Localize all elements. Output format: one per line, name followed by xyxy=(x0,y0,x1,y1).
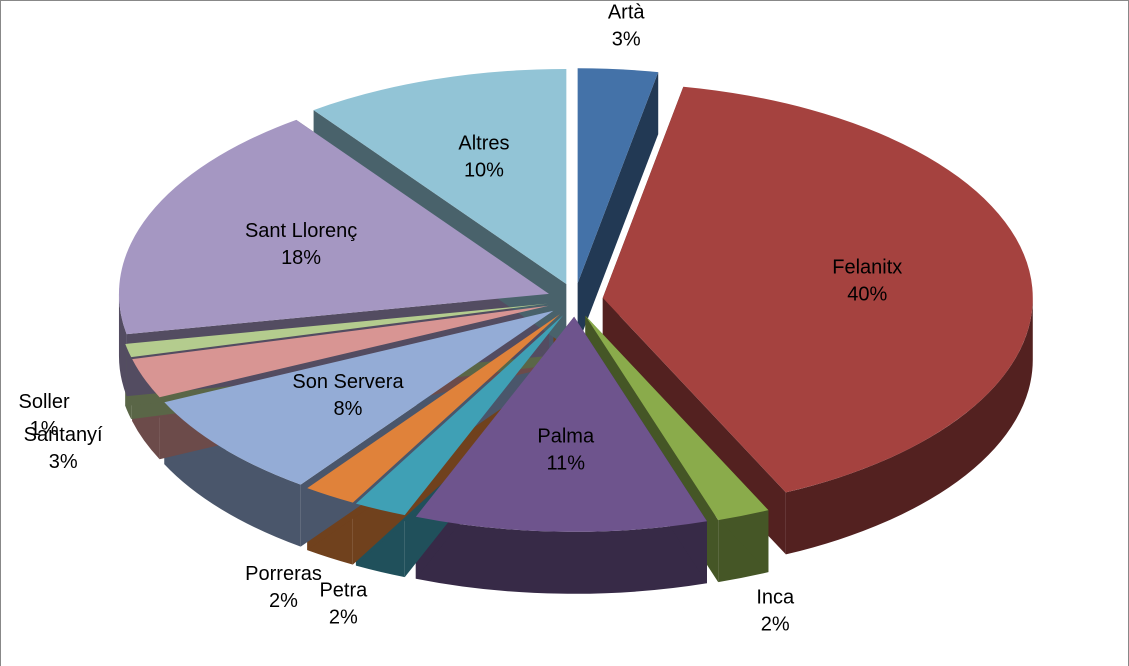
slice-label: Petra xyxy=(319,580,368,602)
tops xyxy=(118,68,1033,532)
slice xyxy=(132,305,549,398)
slice-label: Santanyí xyxy=(24,424,103,446)
slice-value-label: 3% xyxy=(49,451,78,473)
slice xyxy=(415,316,707,532)
slice-label: Soller xyxy=(19,391,70,413)
slice-value-label: 11% xyxy=(546,452,585,474)
slice-value-label: 8% xyxy=(334,398,363,420)
slice-label: Palma xyxy=(537,425,595,447)
slice-side xyxy=(785,297,1033,555)
slice xyxy=(125,303,548,358)
slice-label: Son Servera xyxy=(292,371,404,393)
slice-side xyxy=(415,516,707,594)
slice xyxy=(577,68,659,284)
slice-value-label: 18% xyxy=(281,247,321,269)
slice-label: Sant Llorenç xyxy=(245,220,357,242)
slice-label: Porreras xyxy=(245,563,322,585)
slice xyxy=(602,86,1033,493)
slice-value-label: 40% xyxy=(847,283,887,305)
slice xyxy=(164,310,554,485)
slice xyxy=(313,69,567,285)
slice xyxy=(307,314,560,503)
slice-side xyxy=(118,293,127,397)
slice-value-label: 2% xyxy=(269,590,298,612)
slice-value-label: 10% xyxy=(464,160,504,182)
slice-value-label: 3% xyxy=(612,29,641,51)
slice-label: Artà xyxy=(608,2,646,24)
slice-label: Felanitx xyxy=(832,256,902,278)
slice-label: Inca xyxy=(756,587,795,609)
slice xyxy=(118,119,549,335)
slice-value-label: 2% xyxy=(761,614,790,636)
labels: Artà 3% Felanitx 40% Inca 2% Palma 11% Petra 2% Po… xyxy=(19,2,903,636)
slice-value-label: 1% xyxy=(30,418,59,440)
slice-edge xyxy=(577,72,659,346)
slice-label: Altres xyxy=(458,133,509,155)
slice-value-label: 2% xyxy=(329,607,358,629)
slice xyxy=(355,315,564,516)
slice xyxy=(585,315,769,521)
